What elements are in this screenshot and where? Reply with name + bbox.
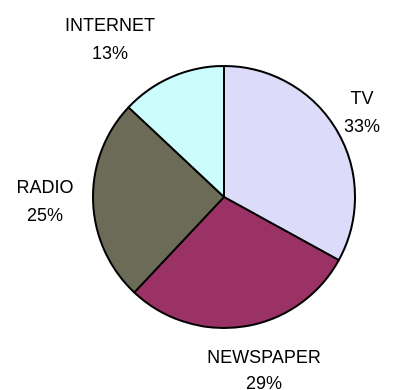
slice-value-internet: 13% bbox=[92, 43, 128, 63]
pie-slice-tv bbox=[223, 65, 357, 262]
pie-slice-internet bbox=[127, 65, 225, 198]
slice-value-radio: 25% bbox=[27, 205, 63, 225]
slice-label-newspaper: NEWSPAPER bbox=[207, 347, 321, 367]
slice-label-tv: TV bbox=[350, 88, 373, 108]
pie-slices bbox=[92, 65, 357, 329]
pie-labels: TV 33% NEWSPAPER 29% RADIO 25% INTERNET 13% bbox=[16, 15, 380, 390]
slice-value-newspaper: 29% bbox=[246, 373, 282, 390]
slice-value-tv: 33% bbox=[344, 116, 380, 136]
slice-label-radio: RADIO bbox=[16, 177, 73, 197]
pie-slice-newspaper bbox=[133, 196, 340, 329]
pie-slice-radio bbox=[92, 106, 225, 294]
slice-label-internet: INTERNET bbox=[65, 15, 155, 35]
